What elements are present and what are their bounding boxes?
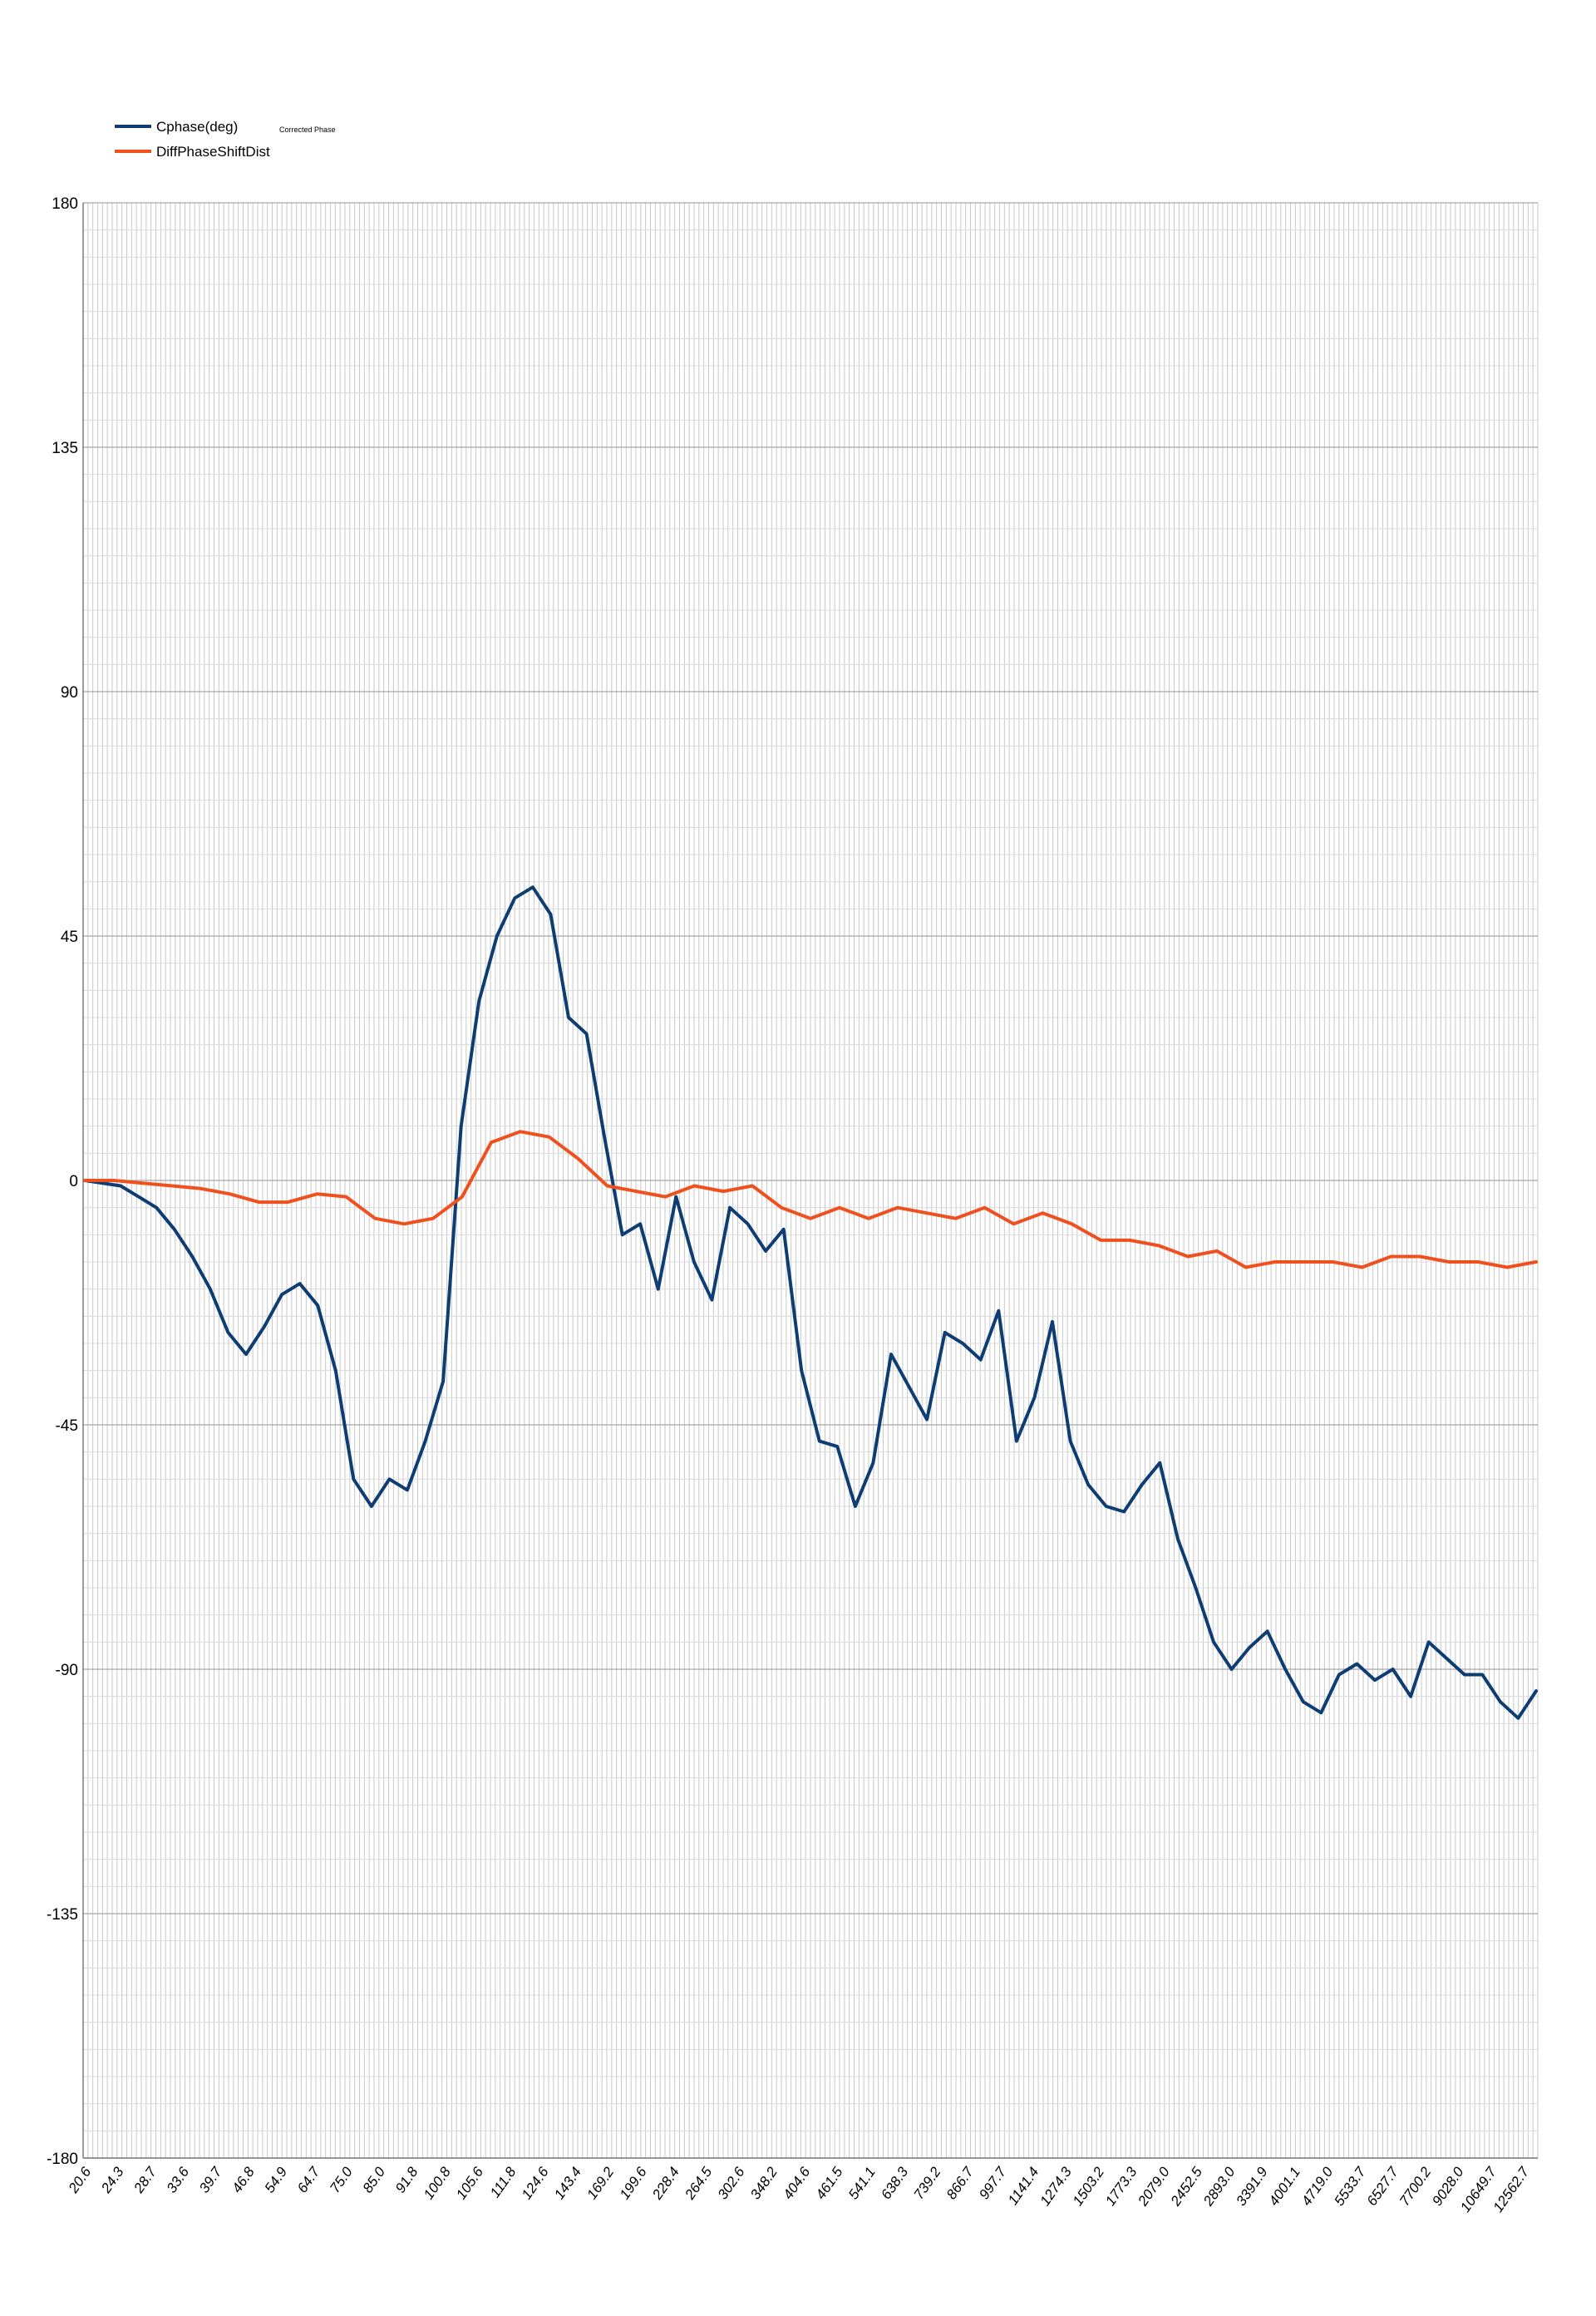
corrected-phase-annotation: Corrected Phase — [279, 126, 336, 134]
x-tick-label: 2452.5 — [1167, 2164, 1205, 2210]
x-tick-label: 264.5 — [682, 2164, 716, 2203]
x-tick-label: 4719.0 — [1298, 2164, 1337, 2209]
series — [83, 885, 1538, 1720]
x-tick-label: 6527.7 — [1364, 2164, 1402, 2209]
x-tick-label: 1274.3 — [1037, 2164, 1075, 2209]
y-tick-label: 0 — [69, 1173, 78, 1190]
x-tick-label: 739.2 — [911, 2164, 944, 2202]
x-tick-label: 2893.0 — [1199, 2164, 1238, 2210]
x-tick-label: 1773.3 — [1102, 2164, 1140, 2209]
x-tick-label: 85.0 — [360, 2164, 389, 2195]
y-tick-label: -135 — [47, 1906, 78, 1924]
x-tick-label: 199.6 — [617, 2164, 650, 2202]
y-axis: 180 135 90 45 0 -45 -90 -135 -180 — [47, 195, 84, 2168]
y-tick-label: 45 — [61, 929, 78, 946]
x-tick-label: 638.3 — [878, 2164, 911, 2202]
x-tick-label: 997.7 — [976, 2164, 1009, 2202]
y-tick-label: -180 — [47, 2151, 78, 2168]
x-tick-label: 169.2 — [584, 2164, 617, 2202]
series-line-diffphaseshiftdist — [83, 1130, 1538, 1269]
x-tick-label: 1503.2 — [1070, 2164, 1108, 2209]
x-tick-label: 5533.7 — [1331, 2164, 1369, 2209]
x-tick-label: 64.7 — [294, 2164, 323, 2195]
legend: Cphase(deg) Corrected Phase DiffPhaseShi… — [115, 119, 336, 160]
x-tick-label: 866.7 — [943, 2164, 977, 2202]
x-tick-label: 4001.1 — [1266, 2164, 1303, 2208]
y-tick-label: -90 — [56, 1662, 78, 1679]
y-tick-label: -45 — [56, 1417, 78, 1435]
y-tick-label: 90 — [61, 684, 78, 702]
x-tick-label: 54.9 — [262, 2164, 291, 2195]
x-tick-label: 228.4 — [648, 2164, 682, 2203]
x-tick-label: 348.2 — [747, 2164, 781, 2202]
x-tick-label: 404.6 — [780, 2164, 813, 2202]
x-tick-label: 33.6 — [164, 2164, 193, 2195]
x-tick-label: 541.1 — [845, 2164, 879, 2202]
y-tick-label: 180 — [52, 195, 78, 213]
x-axis: 20.6 24.3 28.7 33.6 39.7 46.8 54.9 64.7 75.0 85.0… — [65, 2157, 1538, 2215]
grid — [82, 202, 1539, 2159]
x-tick-label: 3391.9 — [1233, 2164, 1271, 2209]
x-tick-label: 2079.0 — [1135, 2164, 1173, 2210]
series-line-cphase-deg- — [83, 885, 1538, 1720]
x-tick-label: 302.6 — [715, 2164, 748, 2202]
legend-label-cphase: Cphase(deg) — [156, 119, 238, 135]
x-tick-label: 28.7 — [131, 2164, 160, 2196]
x-tick-label: 39.7 — [196, 2164, 225, 2195]
x-tick-label: 143.4 — [551, 2164, 584, 2202]
x-tick-label: 461.5 — [813, 2164, 846, 2202]
x-tick-label: 91.8 — [392, 2164, 421, 2195]
x-tick-label: 1141.4 — [1005, 2164, 1042, 2207]
x-tick-label: 20.6 — [65, 2164, 94, 2196]
x-tick-label: 100.8 — [421, 2164, 454, 2202]
x-tick-label: 75.0 — [327, 2164, 356, 2195]
x-tick-label: 111.8 — [487, 2164, 520, 2200]
x-tick-label: 24.3 — [97, 2164, 126, 2196]
y-tick-label: 135 — [52, 440, 78, 457]
x-tick-label: 7700.2 — [1396, 2164, 1435, 2209]
x-tick-label: 124.6 — [519, 2164, 552, 2202]
legend-label-diffphaseshiftdist: DiffPhaseShiftDist — [156, 144, 270, 160]
x-tick-label: 46.8 — [229, 2164, 258, 2195]
x-tick-label: 105.6 — [453, 2164, 486, 2202]
